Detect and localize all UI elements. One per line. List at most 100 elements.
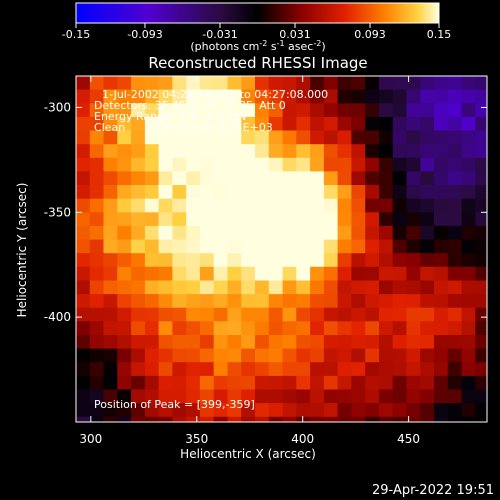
heatmap-cell	[282, 103, 297, 118]
heatmap-cell	[392, 76, 408, 91]
heatmap-cell	[337, 389, 352, 404]
heatmap-cell	[117, 416, 132, 422]
heatmap-cell	[241, 321, 256, 336]
heatmap-cells	[76, 76, 487, 422]
heatmap-cell	[392, 144, 408, 159]
heatmap-cell	[475, 76, 487, 91]
heatmap-cell	[323, 335, 339, 350]
heatmap-cell	[227, 307, 242, 322]
heatmap-cell	[379, 116, 394, 132]
heatmap-cell	[365, 89, 380, 104]
heatmap-cell	[213, 266, 229, 281]
heatmap-cell	[255, 144, 270, 159]
heatmap-cell	[282, 321, 297, 336]
heatmap-cell	[117, 130, 132, 145]
heatmap-cell	[117, 239, 132, 254]
heatmap-cell	[144, 253, 160, 268]
heatmap-cell	[379, 239, 394, 254]
heatmap-cell	[89, 144, 105, 159]
heatmap-cell	[144, 157, 160, 172]
heatmap-cell	[227, 239, 242, 254]
heatmap-cell	[310, 307, 325, 322]
heatmap-cell	[172, 335, 187, 350]
heatmap-cell	[296, 280, 311, 295]
heatmap-cell	[213, 307, 229, 322]
heatmap-cell	[255, 76, 270, 91]
heatmap-cell	[310, 144, 325, 159]
heatmap-cell	[365, 375, 380, 391]
heatmap-cell	[117, 403, 132, 418]
heatmap-cell	[227, 185, 242, 200]
heatmap-cell	[103, 198, 118, 213]
heatmap-cell	[117, 103, 132, 118]
heatmap-cell	[158, 89, 173, 104]
heatmap-cell	[310, 198, 325, 213]
heatmap-cell	[186, 335, 201, 350]
heatmap-cell	[241, 362, 256, 377]
heatmap-cell	[89, 225, 105, 241]
heatmap-cell	[420, 280, 435, 295]
heatmap-cell	[434, 321, 449, 336]
heatmap-cell	[475, 294, 487, 309]
heatmap-cell	[186, 89, 201, 104]
total-counts-label: Total counts: 9.23E+03	[144, 121, 273, 134]
heatmap-cell	[268, 171, 284, 186]
heatmap-cell	[351, 103, 366, 118]
heatmap-cell	[323, 76, 339, 91]
heatmap-cell	[89, 348, 105, 363]
heatmap-cell	[406, 280, 421, 295]
heatmap-cell	[227, 280, 242, 295]
heatmap-cell	[268, 130, 284, 145]
heatmap-cell	[351, 335, 366, 350]
heatmap-cell	[282, 375, 297, 391]
colorbar-tick-label: 0.15	[427, 28, 452, 41]
heatmap-cell	[406, 212, 421, 227]
heatmap-cell	[351, 144, 366, 159]
heatmap-cell	[158, 198, 173, 213]
heatmap-cell	[255, 266, 270, 281]
heatmap-cell	[310, 416, 325, 422]
heatmap-cell	[117, 280, 132, 295]
heatmap-cell	[103, 335, 118, 350]
heatmap-cell	[172, 307, 187, 322]
heatmap-cell	[213, 403, 229, 418]
heatmap-cell	[461, 185, 476, 200]
heatmap-cell	[76, 335, 91, 350]
heatmap-cell	[89, 130, 105, 145]
heatmap-cell	[144, 144, 160, 159]
heatmap-cell	[199, 130, 215, 145]
heatmap-cell	[296, 185, 311, 200]
heatmap-cell	[337, 253, 352, 268]
heatmap-cell	[461, 280, 476, 295]
heatmap-cell	[241, 239, 256, 254]
heatmap-cell	[392, 103, 408, 118]
heatmap-cell	[255, 171, 270, 186]
heatmap-cell	[117, 157, 132, 172]
heatmap-cell	[282, 280, 297, 295]
heatmap-cell	[268, 335, 284, 350]
heatmap-cell	[447, 321, 463, 336]
heatmap-cell	[337, 116, 352, 132]
heatmap-cell	[199, 76, 215, 91]
heatmap-cell	[434, 144, 449, 159]
heatmap-cell	[213, 280, 229, 295]
heatmap-cell	[447, 89, 463, 104]
heatmap-cell	[268, 403, 284, 418]
heatmap-cell	[186, 307, 201, 322]
heatmap-cell	[255, 416, 270, 422]
heatmap-cell	[186, 280, 201, 295]
heatmap-cell	[213, 185, 229, 200]
heatmap-cell	[420, 335, 435, 350]
heatmap-cell	[103, 348, 118, 363]
colorbar-tick-label: -0.15	[62, 28, 90, 41]
heatmap-cell	[310, 157, 325, 172]
heatmap-cell	[337, 375, 352, 391]
heatmap-cell	[213, 171, 229, 186]
heatmap-cell	[282, 212, 297, 227]
heatmap-cell	[186, 375, 201, 391]
heatmap-cell	[89, 253, 105, 268]
heatmap-cell	[241, 89, 256, 104]
heatmap-cell	[365, 280, 380, 295]
heatmap-cell	[117, 225, 132, 241]
heatmap-cell	[310, 403, 325, 418]
